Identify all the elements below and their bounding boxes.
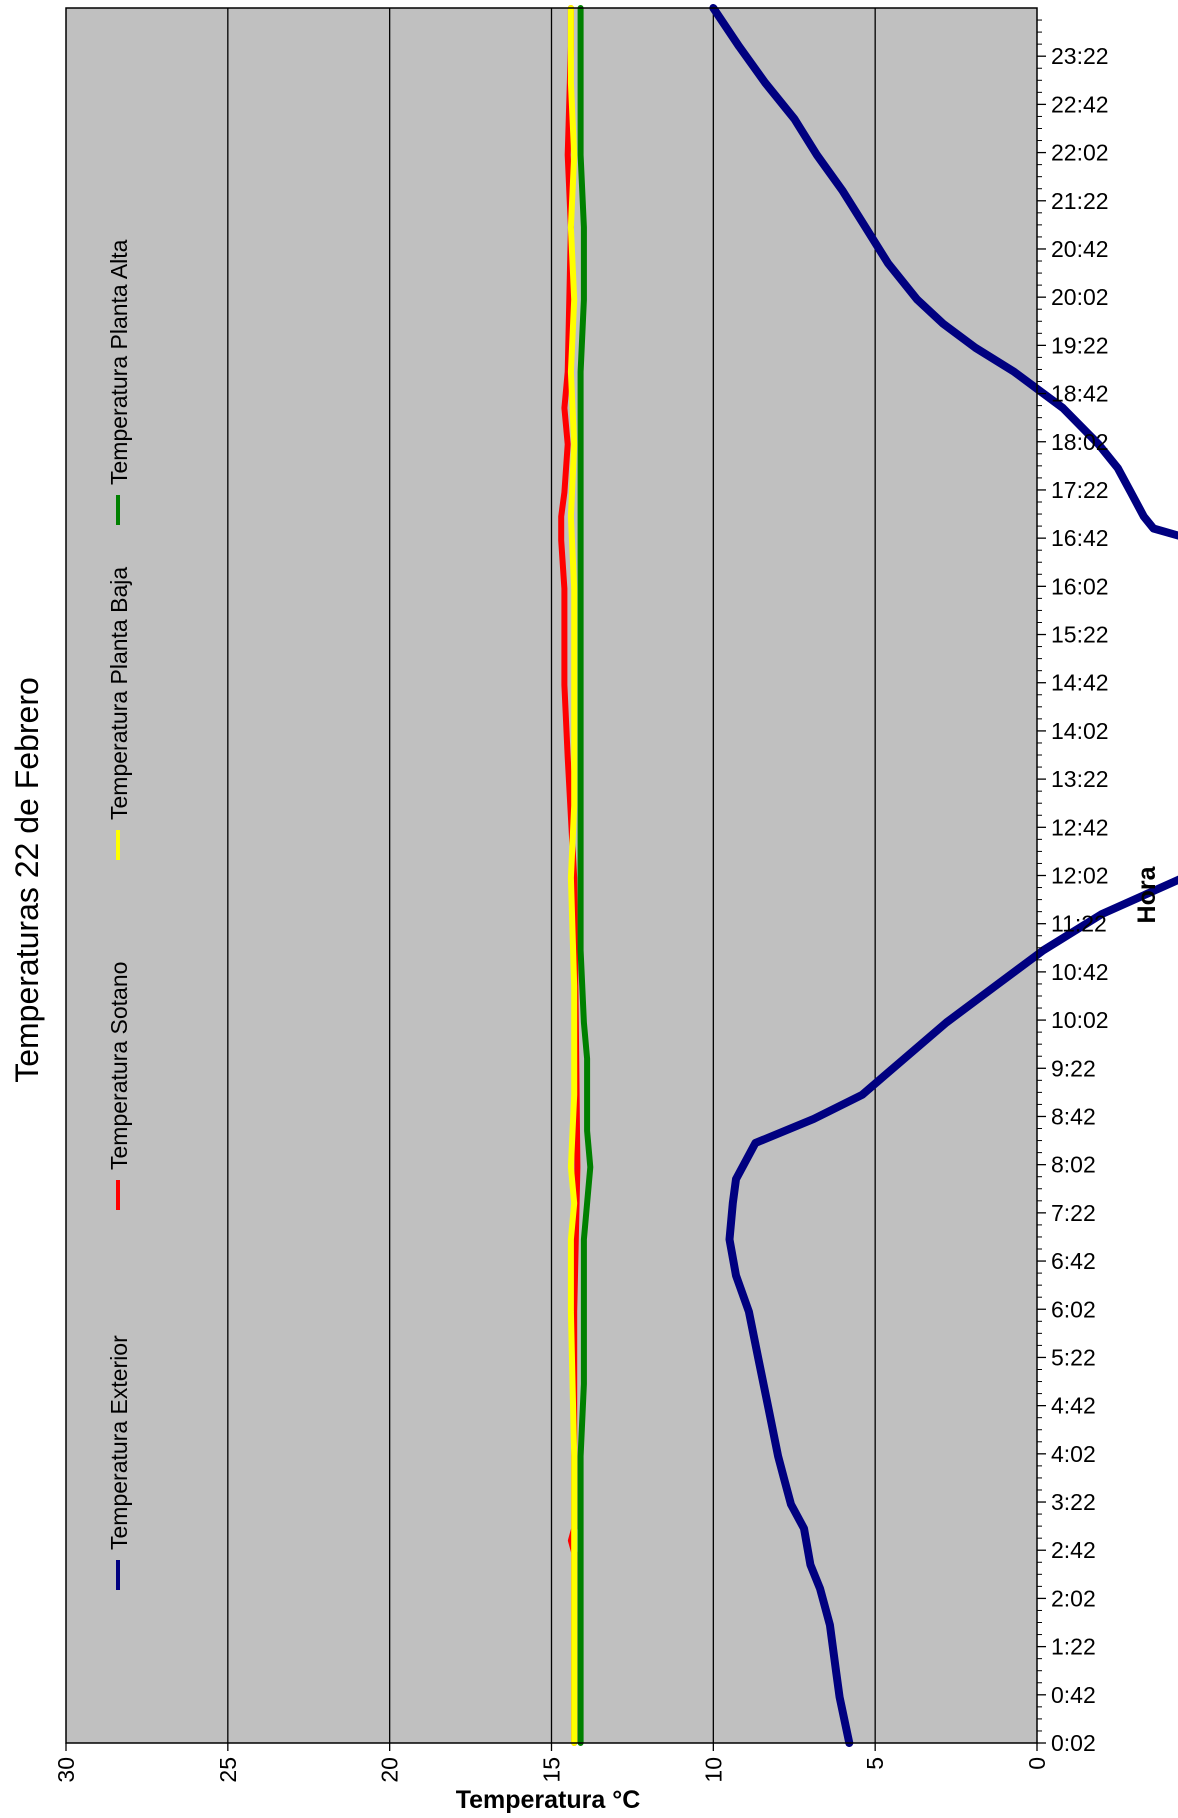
time-tick-label: 19:22	[1051, 332, 1109, 358]
time-tick-label: 14:42	[1051, 670, 1109, 696]
time-tick-label: 16:02	[1051, 573, 1109, 599]
time-tick-label: 9:22	[1051, 1055, 1096, 1081]
time-tick-label: 5:22	[1051, 1344, 1096, 1370]
legend-label: Temperatura Exterior	[106, 1335, 132, 1550]
axes: 0 5 10 15 20 25 30 0:02 0:42 1:22 2:02 2:42 3:22 4:02…	[53, 19, 1109, 1783]
x-axis-title: Hora	[1133, 865, 1161, 923]
time-tick-label: 0:42	[1051, 1682, 1096, 1708]
value-tick-label: 10	[700, 1757, 726, 1783]
time-tick-label: 8:02	[1051, 1152, 1096, 1178]
chart-title: Temperaturas 22 de Febrero	[9, 677, 45, 1083]
time-tick-label: 22:42	[1051, 91, 1109, 117]
time-tick-label: 18:02	[1051, 429, 1109, 455]
legend-label: Temperatura Planta Alta	[106, 239, 132, 485]
series-line-temperatura-planta-alta	[577, 5, 594, 1746]
gridlines	[227, 8, 876, 1743]
time-tick-label: 10:42	[1051, 959, 1109, 985]
value-tick-label: 25	[215, 1757, 241, 1783]
time-tick-label: 23:22	[1051, 43, 1109, 69]
time-tick-label: 2:02	[1051, 1585, 1096, 1611]
time-tick-label: 16:42	[1051, 525, 1109, 551]
time-tick-label: 6:02	[1051, 1296, 1096, 1322]
time-tick-label: 1:22	[1051, 1634, 1096, 1660]
y-axis-title: Temperatura °C	[456, 1786, 641, 1814]
time-tick-label: 8:42	[1051, 1103, 1096, 1129]
time-tick-label: 6:42	[1051, 1248, 1096, 1274]
series-line-temperatura-planta-baja	[567, 5, 578, 1746]
time-tick-label: 21:22	[1051, 188, 1109, 214]
value-tick-label: 20	[377, 1757, 403, 1783]
time-tick-label: 10:02	[1051, 1007, 1109, 1033]
series-line-temperatura-exterior	[709, 4, 1178, 1747]
time-tick-label: 2:42	[1051, 1537, 1096, 1563]
time-tick-label: 12:02	[1051, 863, 1109, 889]
time-tick-label: 11:22	[1051, 911, 1107, 937]
time-tick-label: 4:02	[1051, 1441, 1096, 1467]
time-tick-label: 20:02	[1051, 284, 1109, 310]
series-lines	[558, 4, 1178, 1747]
value-tick-label: 15	[539, 1757, 565, 1783]
value-tick-label: 5	[862, 1757, 888, 1770]
value-tick-label: 0	[1024, 1757, 1050, 1770]
time-tick-label: 18:42	[1051, 381, 1109, 407]
time-tick-label: 22:02	[1051, 140, 1109, 166]
time-tick-label: 12:42	[1051, 814, 1109, 840]
time-tick-label: 14:02	[1051, 718, 1109, 744]
legend-label: Temperatura Sotano	[106, 962, 132, 1170]
legend: Temperatura Exterior Temperatura Sotano Te…	[106, 239, 132, 1590]
time-tick-label: 13:22	[1051, 766, 1109, 792]
value-tick-label: 30	[53, 1757, 79, 1783]
time-tick-label: 4:42	[1051, 1393, 1096, 1419]
time-tick-label: 17:22	[1051, 477, 1109, 503]
time-tick-label: 7:22	[1051, 1200, 1096, 1226]
time-tick-label: 20:42	[1051, 236, 1109, 262]
legend-label: Temperatura Planta Baja	[106, 567, 132, 820]
time-tick-label: 3:22	[1051, 1489, 1096, 1515]
time-tick-label: 0:02	[1051, 1730, 1096, 1756]
time-tick-label: 15:22	[1051, 622, 1109, 648]
